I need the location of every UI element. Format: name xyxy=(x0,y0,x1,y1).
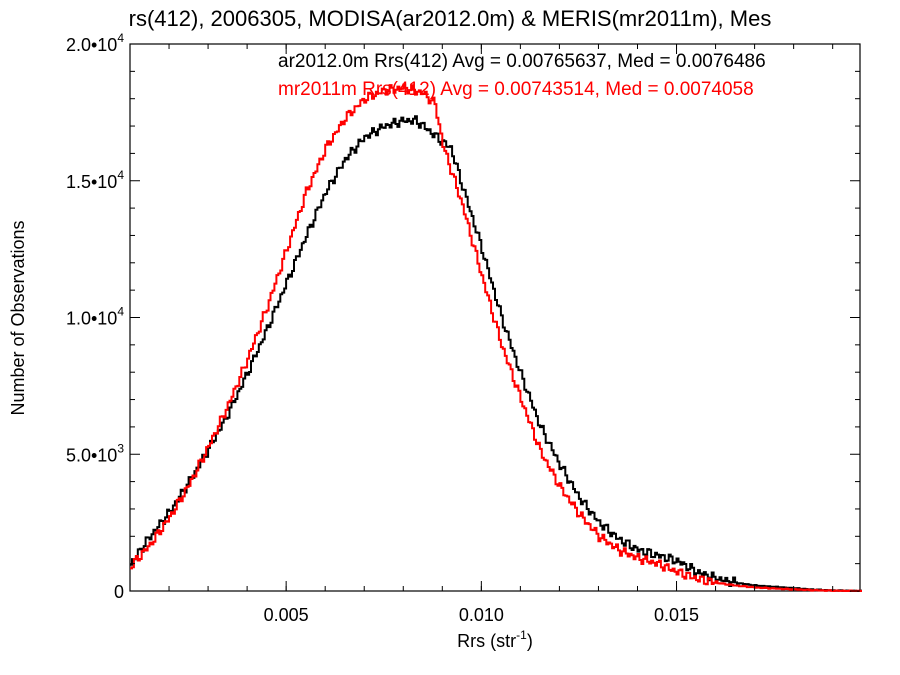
series-line-mr2011m xyxy=(130,83,862,592)
chart-title: rs(412), 2006305, MODISA(ar2012.0m) & ME… xyxy=(129,6,772,31)
x-tick-label: 0.015 xyxy=(654,605,699,625)
y-axis-label: Number of Observations xyxy=(8,220,28,415)
x-tick-label: 0.005 xyxy=(264,605,309,625)
y-tick-label: 0 xyxy=(114,582,124,602)
y-tick-label: 2.0•104 xyxy=(66,31,124,55)
axis-ticks: 0.005 0.010 0.015 0 5.0•103 1.0•104 1.5•104 2.0… xyxy=(66,31,860,625)
y-tick-label: 5.0•103 xyxy=(66,441,124,465)
series-line-ar2012.0m xyxy=(130,115,862,592)
legend: ar2012.0m Rrs(412) Avg = 0.00765637, Med… xyxy=(278,51,766,100)
x-tick-label: 0.010 xyxy=(459,605,504,625)
plot-frame xyxy=(129,43,861,592)
y-tick-label: 1.5•104 xyxy=(66,168,124,192)
series-layer xyxy=(130,83,862,592)
legend-entry-mr2011: mr2011m Rrs(412) Avg = 0.00743514, Med =… xyxy=(278,79,754,100)
y-tick-label: 1.0•104 xyxy=(66,305,124,329)
x-axis-label: Rrs (str-1) xyxy=(457,628,533,651)
legend-entry-ar2012: ar2012.0m Rrs(412) Avg = 0.00765637, Med… xyxy=(278,51,766,72)
